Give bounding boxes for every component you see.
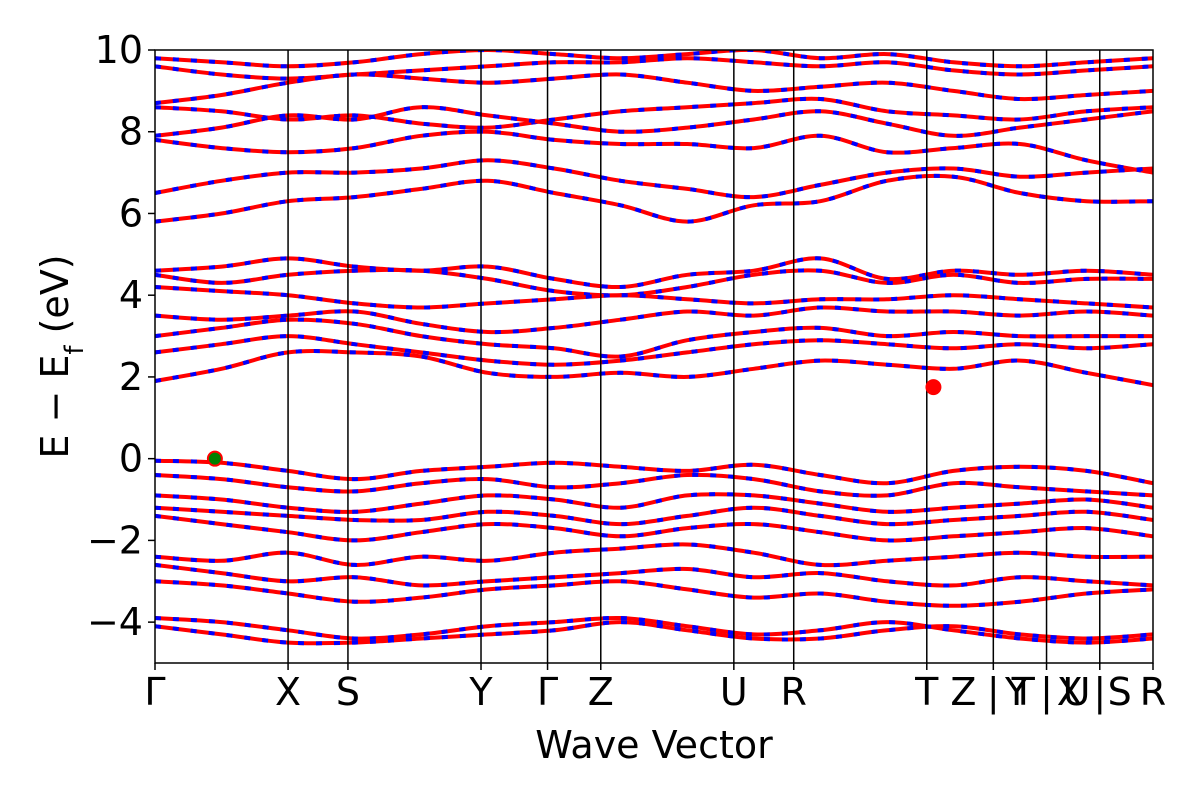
y-axis-label-main: E − E: [33, 355, 77, 459]
y-axis-label-unit: (eV): [33, 254, 77, 345]
band-line-spin-up-22: [155, 579, 1153, 608]
band-line-spin-up-16: [155, 472, 1153, 498]
marker-vbm: [206, 450, 223, 467]
x-tick-label-9: Z: [950, 670, 976, 714]
band-line-spin-up-3: [155, 96, 1153, 130]
band-line-spin-down-21: [155, 562, 1153, 588]
band-line-spin-down-13: [155, 334, 1153, 367]
band-line-spin-up-20: [155, 542, 1153, 568]
x-tick-label-0: Γ: [144, 670, 165, 714]
y-axis-label-sub: f: [60, 345, 90, 355]
band-line-spin-down-9: [155, 267, 1153, 298]
band-line-spin-down-11: [155, 305, 1153, 335]
x-axis-label: Wave Vector: [535, 723, 773, 767]
x-tick-label-5: Z: [588, 670, 614, 714]
x-tick-label-12: T: [1011, 670, 1036, 714]
band-line-spin-down-3: [155, 96, 1153, 130]
plot-frame: [154, 49, 1154, 664]
x-axis-ticks: Γ X S Y Γ Z U R T Z | YT | XU | S R: [144, 663, 1166, 715]
band-line-spin-down-23: [155, 615, 1153, 645]
x-tick-label-14: X: [1057, 670, 1083, 714]
band-line-spin-down-17: [155, 492, 1153, 514]
band-line-spin-down-20: [155, 542, 1153, 568]
band-line-spin-up-17: [155, 492, 1153, 514]
kpoint-divider-lines: [287, 50, 1101, 663]
band-line-spin-down-10: [155, 285, 1153, 310]
x-tick-label-17: S: [1108, 670, 1132, 714]
x-tick-label-3: Y: [468, 670, 493, 714]
x-tick-label-15: U: [1063, 670, 1091, 714]
y-tick-label-6: 8: [119, 110, 143, 154]
band-line-spin-down-15: [155, 458, 1153, 486]
x-tick-label-1: X: [275, 670, 301, 714]
y-tick-label-2: 0: [119, 437, 143, 481]
band-line-spin-down-7: [155, 173, 1153, 224]
y-tick-label-7: 10: [95, 28, 143, 72]
band-line-spin-down-18: [155, 505, 1153, 527]
band-line-spin-down-6: [155, 158, 1153, 200]
y-tick-label-3: 2: [119, 355, 143, 399]
x-tick-label-7: R: [781, 670, 807, 714]
y-axis-ticks: −4 −2 0 2 4 6 8 10: [87, 28, 155, 644]
band-line-spin-up-21: [155, 562, 1153, 588]
band-line-spin-up-5: [155, 129, 1153, 175]
x-tick-label-4: Γ: [537, 670, 558, 714]
band-line-spin-down-8: [155, 256, 1153, 290]
band-line-spin-up-4: [155, 105, 1153, 138]
x-tick-label-10: |: [987, 670, 1000, 715]
y-axis-label: E − Ef (eV): [33, 254, 90, 458]
band-line-spin-down-19: [155, 513, 1153, 543]
band-line-spin-down-22: [155, 579, 1153, 608]
band-line-spin-down-24: [155, 620, 1153, 646]
marker-cbm: [925, 379, 942, 396]
y-tick-label-0: −4: [87, 600, 143, 644]
y-tick-label-4: 4: [119, 273, 143, 317]
band-line-spin-down-14: [155, 349, 1153, 388]
band-line-spin-up-6: [155, 158, 1153, 200]
y-tick-label-5: 6: [119, 191, 143, 235]
x-tick-label-6: U: [720, 670, 748, 714]
band-line-spin-down-5: [155, 129, 1153, 175]
band-line-spin-down-12: [155, 317, 1153, 359]
band-line-spin-down-0: [155, 50, 1153, 69]
band-line-spin-down-16: [155, 472, 1153, 498]
x-tick-label-11: Y: [1004, 670, 1029, 714]
bands-layer: [155, 50, 1153, 646]
x-tick-label-18: R: [1140, 670, 1166, 714]
band-line-spin-up-23: [155, 615, 1153, 645]
x-tick-label-8: T: [914, 670, 939, 714]
x-tick-label-2: S: [336, 670, 360, 714]
extrema-markers: [206, 379, 942, 467]
band-line-spin-up-2: [155, 72, 1153, 106]
x-tick-label-16: |: [1093, 670, 1106, 715]
y-tick-label-1: −2: [87, 518, 143, 562]
x-tick-label-13: |: [1040, 670, 1053, 715]
